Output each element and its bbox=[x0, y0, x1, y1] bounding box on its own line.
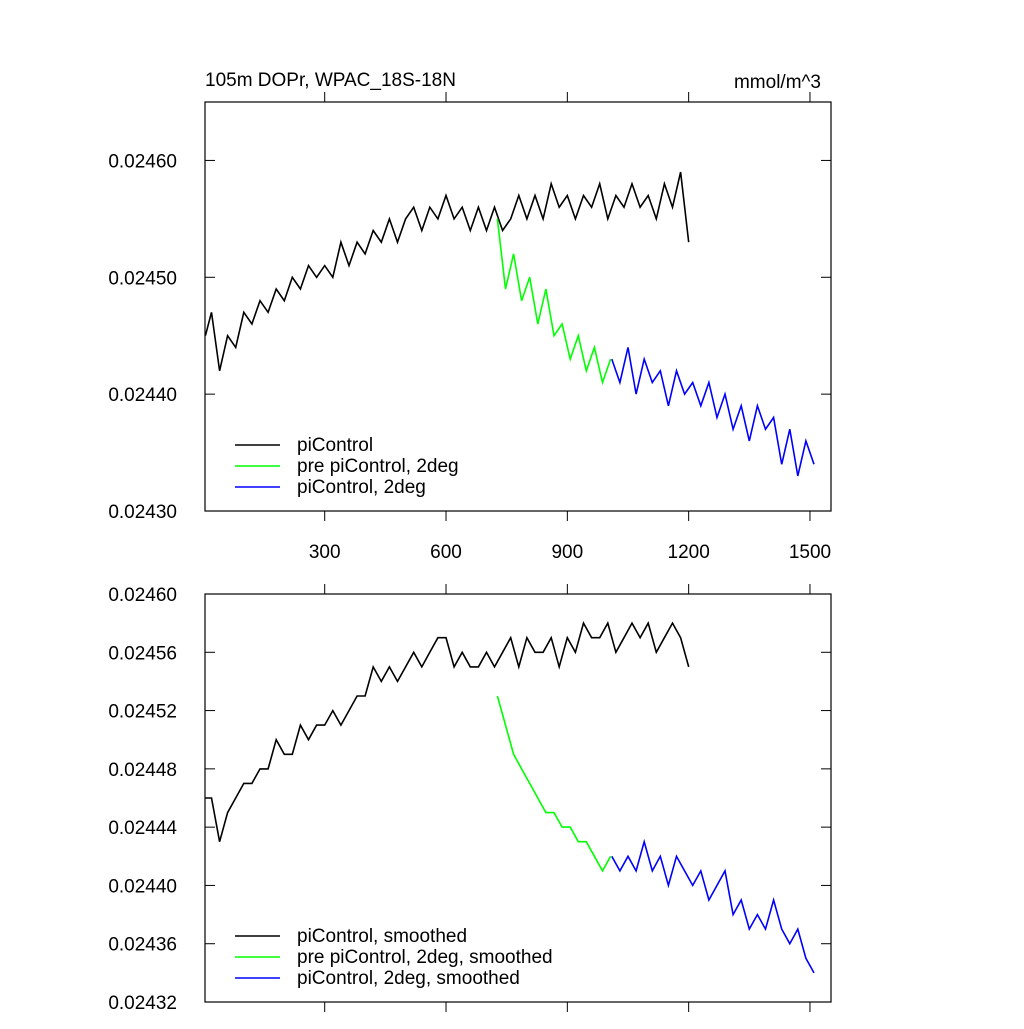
y-tick-label: 0.02448 bbox=[108, 760, 177, 781]
x-tick-label: 900 bbox=[551, 542, 583, 563]
x-tick-label: 600 bbox=[430, 542, 462, 563]
y-tick-label: 0.02440 bbox=[108, 876, 177, 897]
plot-frame bbox=[204, 101, 832, 512]
series-line bbox=[611, 347, 815, 477]
y-tick-label: 0.02440 bbox=[108, 385, 177, 406]
series-line bbox=[496, 695, 612, 873]
x-tick-label: 1500 bbox=[789, 542, 831, 563]
series-line bbox=[205, 621, 690, 842]
chart-title: 105m DOPr, WPAC_18S-18N bbox=[205, 70, 456, 91]
x-tick-label: 300 bbox=[309, 542, 341, 563]
series-line bbox=[611, 838, 815, 974]
y-tick-label: 0.02430 bbox=[108, 502, 177, 523]
y-tick-label: 0.02452 bbox=[108, 702, 177, 723]
y-tick-label: 0.02436 bbox=[108, 935, 177, 956]
legend-label: piControl bbox=[297, 435, 373, 456]
plot-frame bbox=[204, 593, 832, 1003]
legend-label: pre piControl, 2deg, smoothed bbox=[297, 947, 553, 968]
y-tick-label: 0.02460 bbox=[108, 585, 177, 606]
series-line bbox=[496, 218, 612, 386]
y-tick-label: 0.02450 bbox=[108, 268, 177, 289]
legend-label: piControl, 2deg, smoothed bbox=[297, 968, 520, 989]
legend-label: piControl, smoothed bbox=[297, 926, 467, 947]
legend-label: pre piControl, 2deg bbox=[297, 456, 459, 477]
y-tick-label: 0.02432 bbox=[108, 993, 177, 1014]
units-label: mmol/m^3 bbox=[734, 72, 821, 93]
series-line bbox=[204, 171, 690, 371]
legend-label: piControl, 2deg bbox=[297, 477, 426, 498]
x-tick-label: 1200 bbox=[668, 542, 710, 563]
y-tick-label: 0.02460 bbox=[108, 151, 177, 172]
y-tick-label: 0.02444 bbox=[108, 818, 177, 839]
y-tick-label: 0.02456 bbox=[108, 643, 177, 664]
